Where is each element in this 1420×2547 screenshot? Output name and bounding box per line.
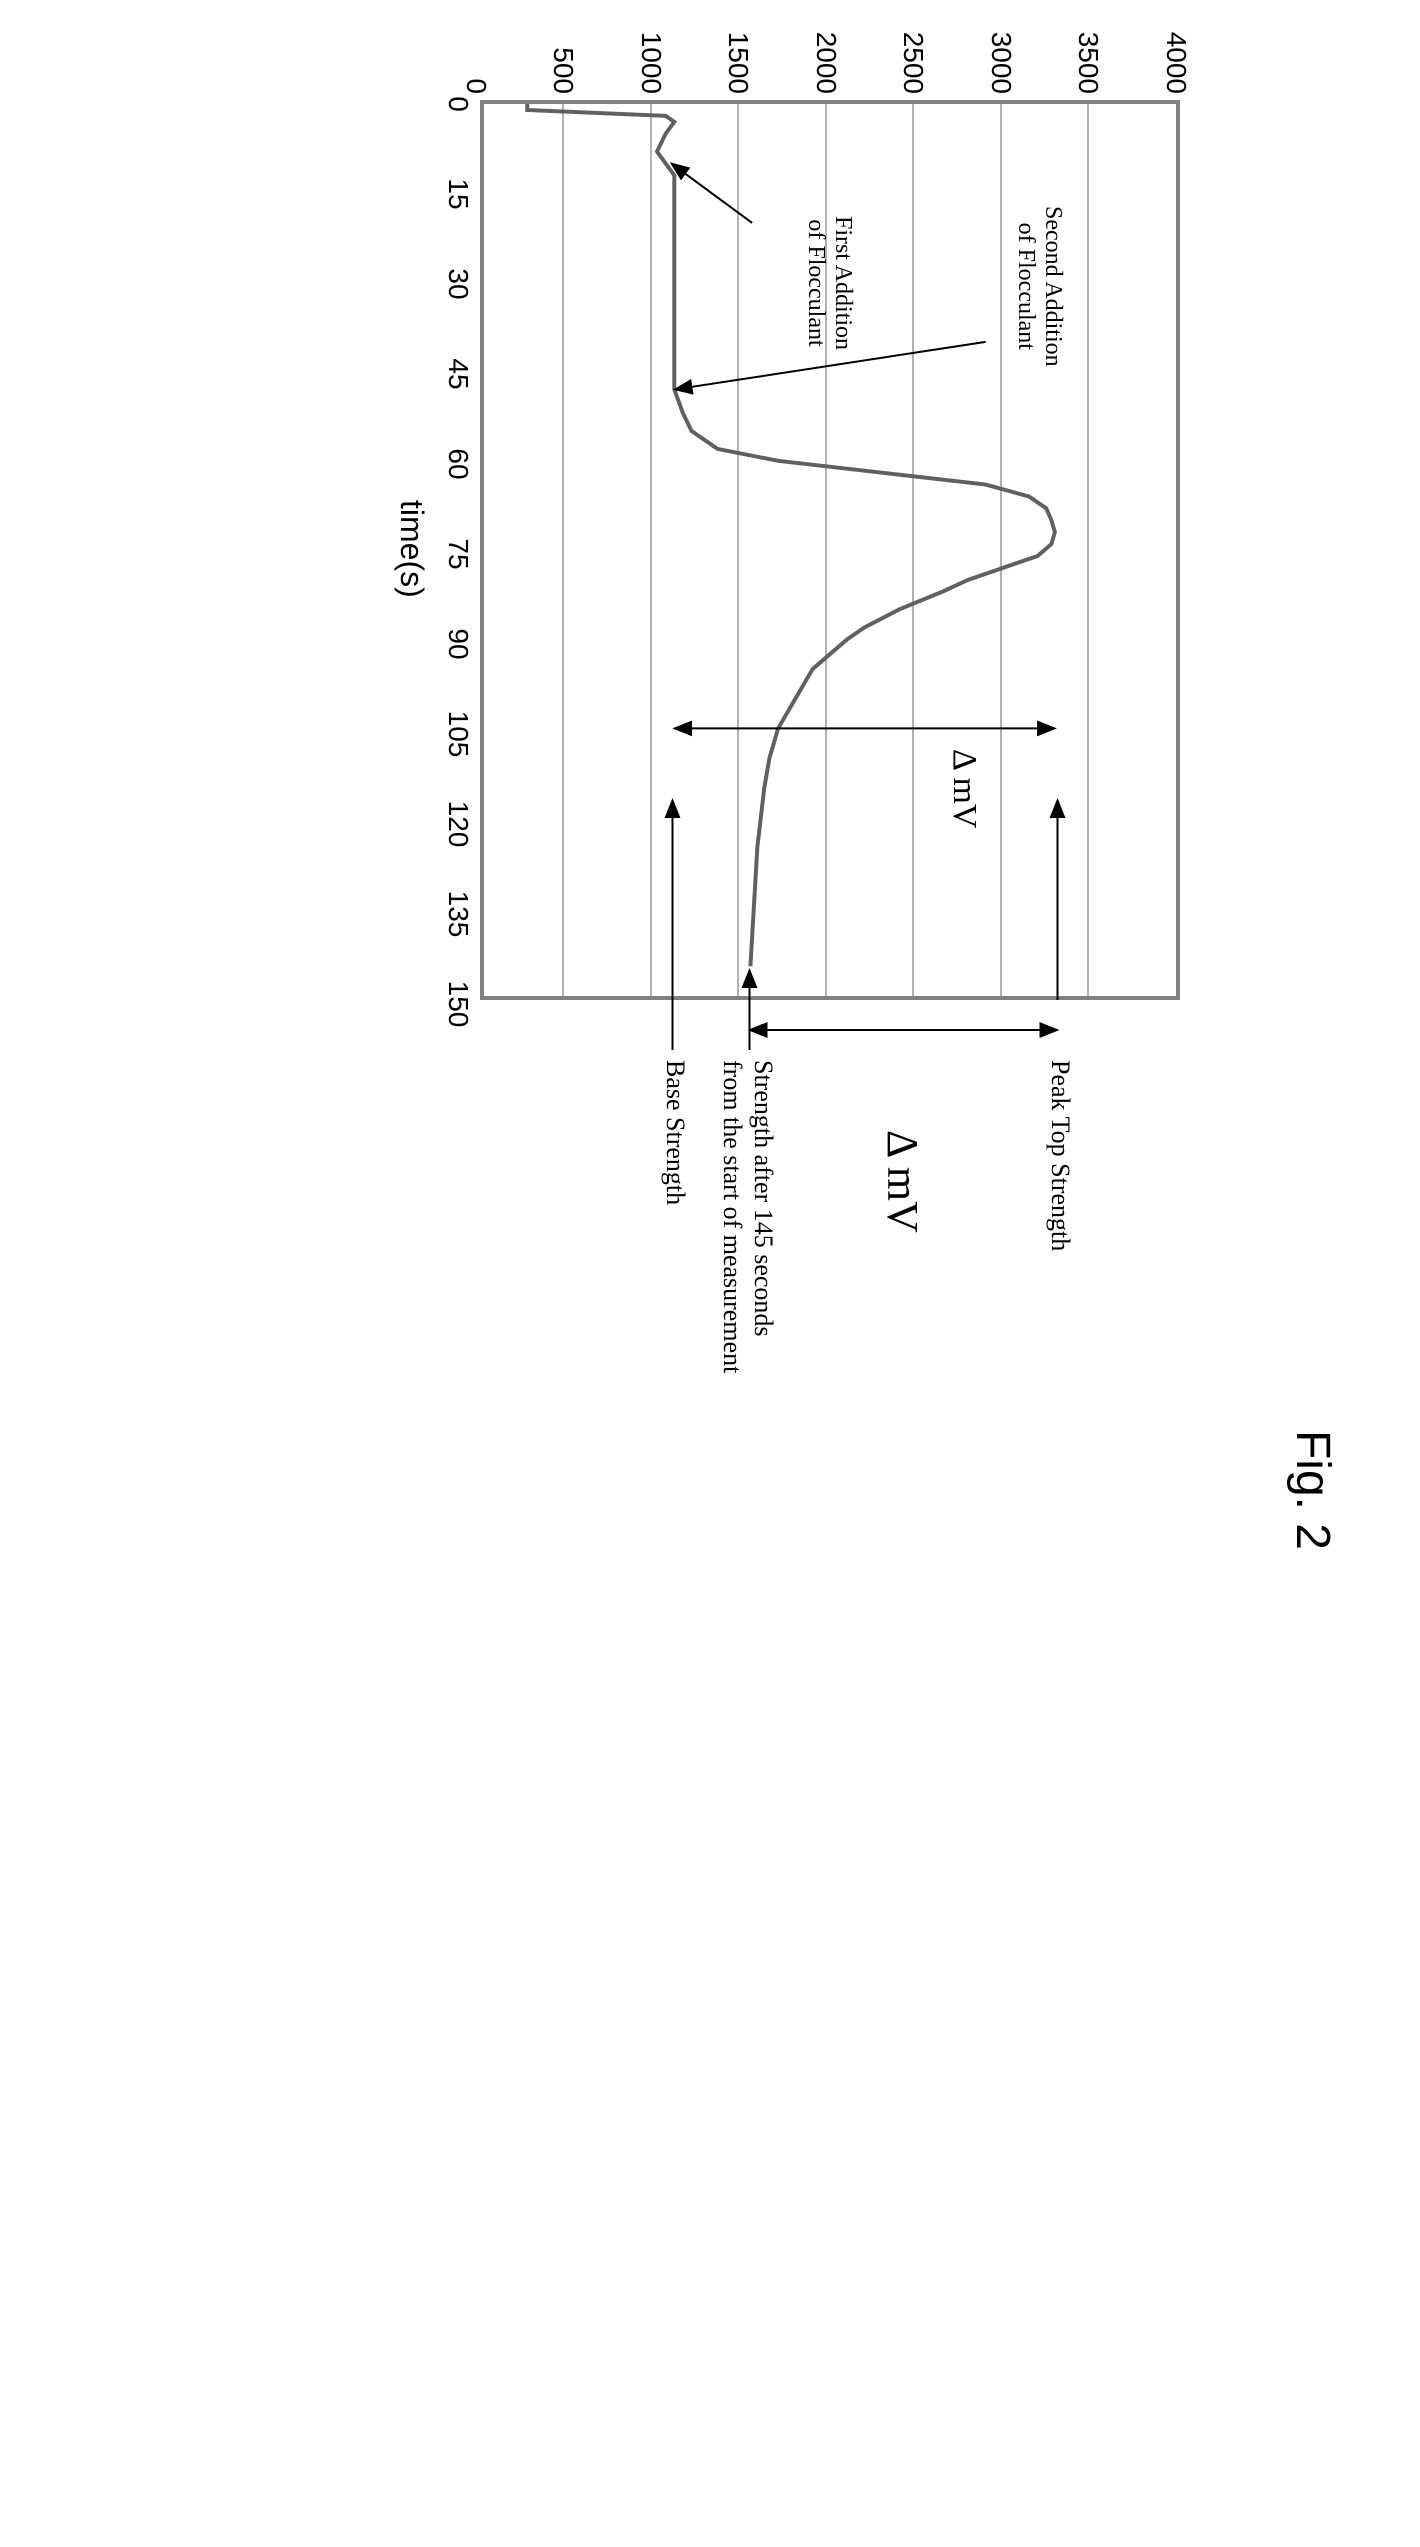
y-tick-label: 3000 <box>985 14 1017 94</box>
x-tick-label: 60 <box>442 434 474 494</box>
annotation-strength-145: Strength after 145 secondsfrom the start… <box>717 1060 779 1373</box>
annotation-base-strength: Base Strength <box>661 1060 691 1205</box>
x-axis-label: time(s) <box>393 500 430 598</box>
x-tick-label: 150 <box>442 974 474 1034</box>
y-tick-label: 4000 <box>1160 14 1192 94</box>
x-tick-label: 120 <box>442 794 474 854</box>
y-tick-label: 2500 <box>898 14 930 94</box>
x-tick-label: 0 <box>442 74 474 134</box>
x-tick-label: 105 <box>442 704 474 764</box>
annotation-peak-top: Peak Top Strength <box>1046 1060 1076 1251</box>
y-tick-label: 2000 <box>810 14 842 94</box>
annotation-first-addition: First Additionof Flocculant <box>802 216 856 350</box>
annotation-second-addition: Second Additionof Flocculant <box>1012 206 1066 367</box>
y-tick-label: 500 <box>548 14 580 94</box>
y-tick-label: 1500 <box>723 14 755 94</box>
figure-label: Fig. 2 <box>1285 1430 1340 1550</box>
annotation-delta-mv-inner: Δ mV <box>946 749 984 829</box>
y-tick-label: 1000 <box>635 14 667 94</box>
x-tick-label: 45 <box>442 344 474 404</box>
x-tick-label: 30 <box>442 254 474 314</box>
x-tick-label: 90 <box>442 614 474 674</box>
annotation-delta-mv-outer: Δ mV <box>878 1130 929 1233</box>
chart-area: 05001000150020002500300035004000 0153045… <box>480 100 1180 1000</box>
x-tick-label: 135 <box>442 884 474 944</box>
y-tick-label: 3500 <box>1073 14 1105 94</box>
x-tick-label: 75 <box>442 524 474 584</box>
x-tick-label: 15 <box>442 164 474 224</box>
figure-container: Fig. 2 floccky tester voltage(mV) time(s… <box>160 0 1260 1800</box>
